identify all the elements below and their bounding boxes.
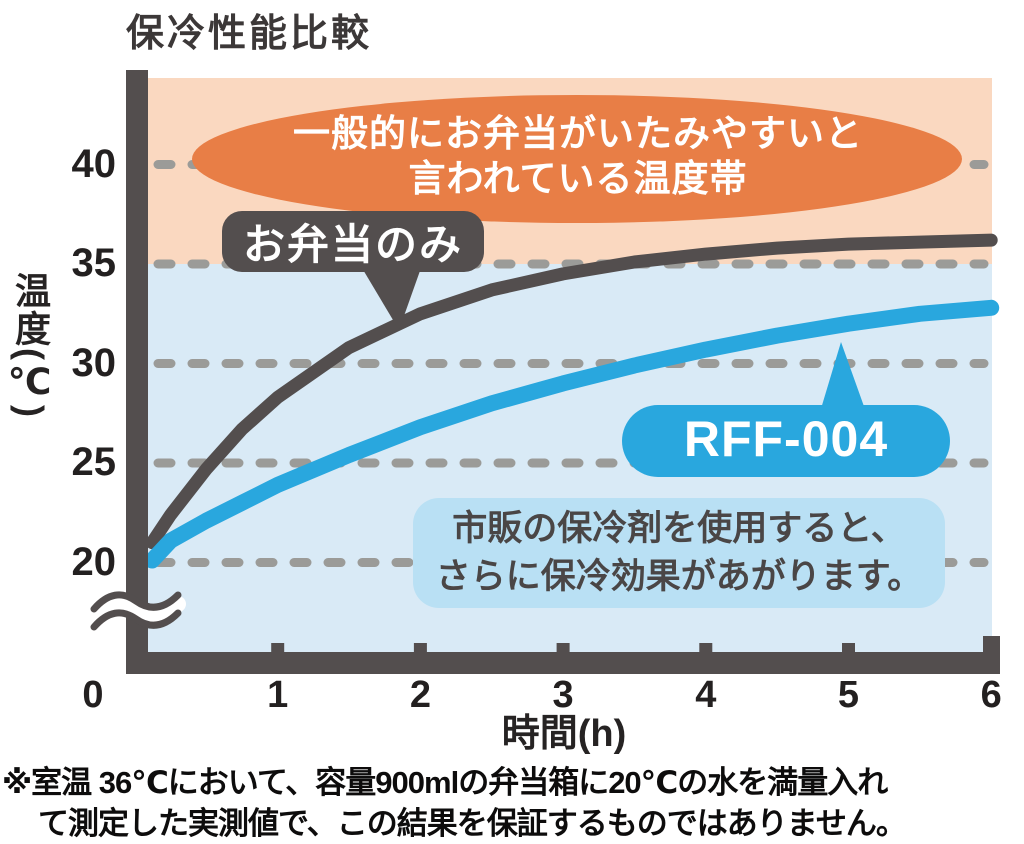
product-callout-pointer [820,342,866,412]
y-tick-label-20: 20 [71,539,117,584]
x-tick-5 [842,643,855,652]
x-tick-label-5: 5 [837,674,860,716]
x-tick-4 [699,643,713,652]
x-tick-label-1: 1 [267,674,289,716]
x-tick-label-3: 3 [552,674,574,716]
x-tick-label-0: 0 [82,674,104,716]
info-box-text: 市販の保冷剤を使用すると、 さらに保冷効果があがります。 [413,498,945,608]
y-tick-label-40: 40 [71,141,117,186]
x-axis-title: 時間(h) [501,713,627,755]
y-tick-label-30: 30 [71,340,117,385]
x-tick-label-4: 4 [695,674,717,716]
bento-callout-box [222,211,484,272]
bento-callout-pointer [362,268,421,330]
y-axis-bar [126,70,148,674]
page-title: 保冷性能比較 [126,13,373,55]
x-axis-end-tick [983,636,1000,652]
danger-band-label-line2: 言われている温度帯 [408,158,748,199]
info-box-line2: さらに保冷効果があがります。 [435,557,923,596]
bento-callout-bubble [222,211,484,330]
y-tick-label-25: 25 [71,440,117,484]
x-tick-3 [556,643,570,652]
bento-only-curve [145,233,998,550]
product-callout-box [622,405,950,477]
x-ticks [271,643,855,652]
x-axis-bar [126,652,1000,674]
product-curve [144,299,1000,569]
product-callout-bubble [622,342,950,477]
y-tick-label-35: 35 [71,241,117,285]
info-box-line1: 市販の保冷剤を使用すると、 [452,509,906,548]
danger-band-ellipse [192,95,962,223]
footnote-line2: て測定した実測値で、この結果を保証するものではありません。 [38,806,907,841]
product-callout-label: RFF-004 [683,411,889,467]
danger-band-label-line1: 一般的にお弁当がいたみやすいと [293,113,863,154]
x-tick-label-2: 2 [409,674,431,716]
footnote-line1: ※室温 36℃において、容量900mlの弁当箱に20℃の水を満量入れ [2,765,888,800]
x-tick-1 [271,643,285,652]
x-tick-label-6: 6 [980,674,1002,716]
info-box [413,498,945,608]
y-axis-title: 温度(℃) [10,272,51,419]
axis-break-icon [86,591,186,631]
bento-callout-label: お弁当のみ [242,221,463,268]
x-tick-2 [413,643,427,652]
